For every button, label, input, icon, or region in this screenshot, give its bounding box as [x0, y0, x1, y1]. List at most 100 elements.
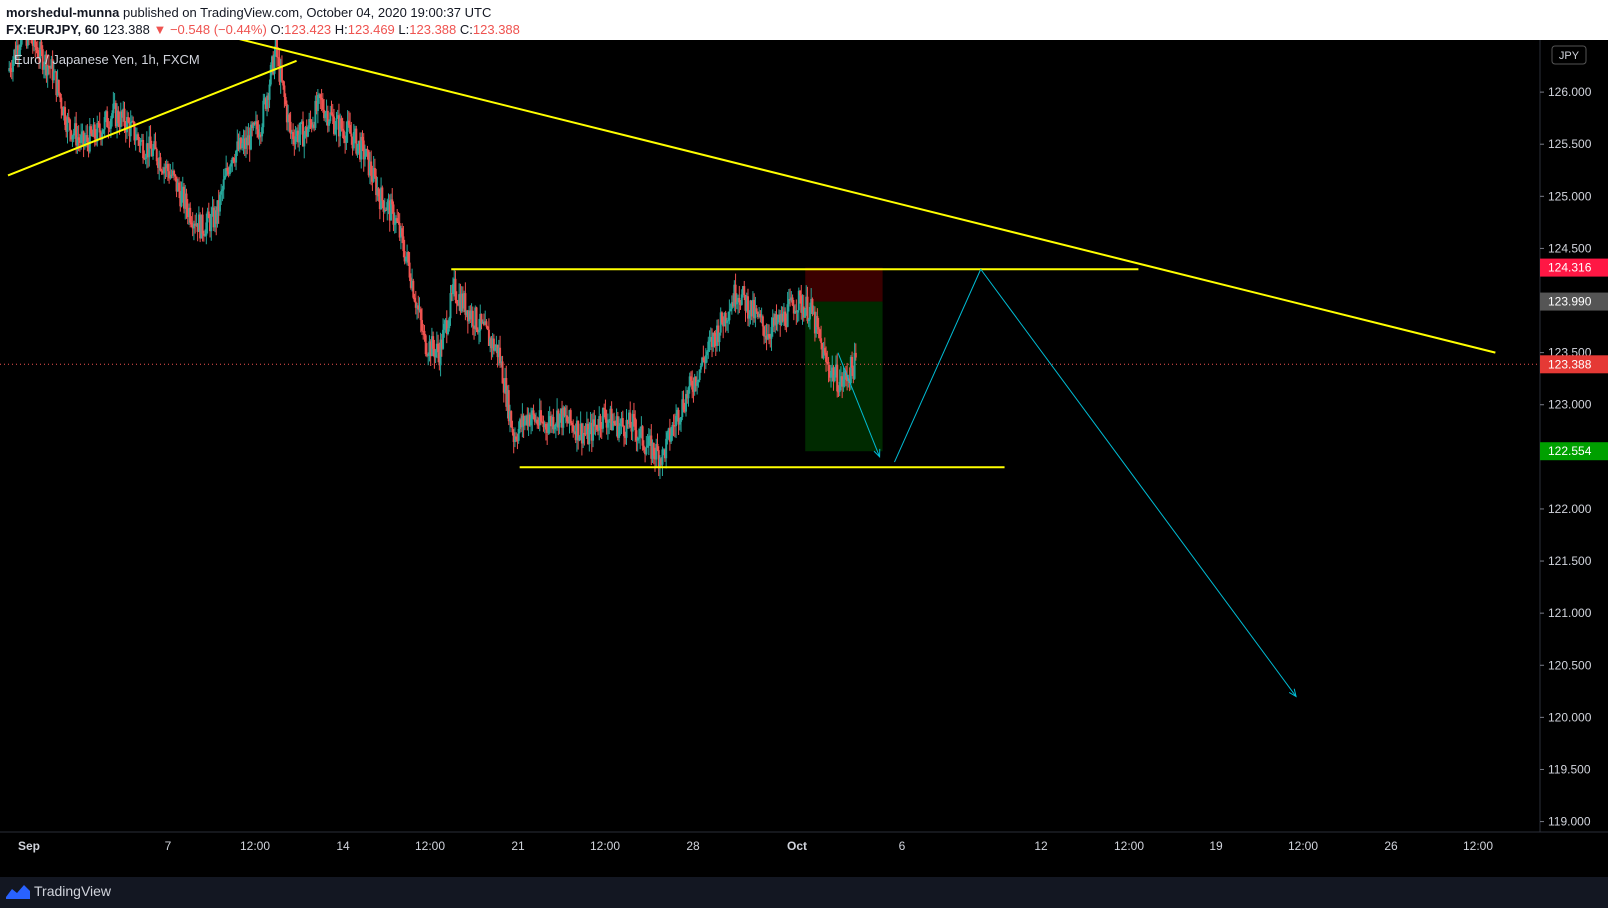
down-candle: [98, 123, 101, 133]
up-candle: [807, 319, 810, 322]
price-change: −0.548 (−0.44%): [169, 22, 267, 37]
projection-down-2[interactable]: [980, 268, 1297, 697]
symbol-label[interactable]: FX:EURJPY, 60: [6, 22, 100, 37]
down-candle: [321, 99, 324, 110]
down-candle: [282, 80, 285, 86]
up-candle: [92, 124, 95, 137]
up-candle: [547, 423, 550, 433]
projection-down-1[interactable]: [837, 352, 881, 458]
up-candle: [387, 200, 390, 203]
up-candle: [18, 49, 21, 56]
down-candle: [773, 317, 775, 326]
down-candle: [179, 191, 182, 207]
down-candle: [785, 325, 788, 327]
projection-up[interactable]: [894, 269, 982, 463]
down-candle: [199, 214, 202, 239]
up-candle: [782, 311, 785, 322]
publish-info: published on TradingView.com, October 04…: [123, 5, 492, 20]
up-candle: [72, 133, 75, 136]
y-tick-label: 122.000: [1548, 502, 1592, 516]
down-candle: [795, 310, 798, 313]
stop-loss-zone[interactable]: [805, 267, 883, 302]
author-name[interactable]: morshedul-munna: [6, 5, 120, 20]
change-arrow-icon: ▼: [153, 22, 167, 37]
arrowhead-down-1-icon: [873, 448, 881, 459]
down-candle: [686, 394, 689, 399]
up-candle: [774, 314, 777, 326]
down-candle: [14, 49, 17, 58]
up-candle: [723, 312, 726, 327]
up-candle: [220, 191, 223, 195]
down-candle: [323, 109, 326, 119]
up-candle: [478, 330, 481, 333]
up-candle: [592, 419, 595, 441]
down-candle: [515, 436, 518, 440]
up-candle: [615, 416, 618, 426]
up-candle: [304, 127, 307, 135]
up-candle: [153, 141, 156, 149]
up-candle: [187, 207, 190, 218]
down-candle: [355, 128, 358, 154]
descending-trendline[interactable]: [201, 28, 1496, 354]
down-candle: [775, 314, 778, 325]
currency-label: JPY: [1559, 50, 1580, 62]
down-candle: [526, 415, 529, 426]
up-candle: [777, 314, 780, 320]
up-candle: [298, 134, 301, 143]
up-candle: [491, 338, 494, 349]
up-candle: [558, 413, 561, 428]
down-candle: [183, 186, 186, 209]
up-candle: [262, 100, 265, 128]
y-tick-label: 119.500: [1548, 762, 1591, 776]
down-candle: [490, 338, 493, 349]
down-candle: [106, 111, 109, 128]
down-candle: [34, 33, 37, 48]
up-candle: [465, 310, 468, 315]
down-candle: [97, 123, 100, 125]
down-candle: [828, 370, 831, 378]
up-candle: [134, 139, 137, 141]
down-candle: [123, 108, 126, 126]
up-candle: [681, 399, 684, 418]
down-candle: [366, 148, 369, 151]
up-candle: [468, 310, 471, 322]
up-candle: [81, 131, 84, 135]
down-candle: [852, 367, 855, 379]
down-candle: [185, 193, 188, 209]
up-candle: [786, 304, 789, 327]
down-candle: [549, 416, 552, 427]
chart-area[interactable]: 126.000 125.500 125.000 124.500 123.500 123.0…: [0, 11, 1608, 877]
price-chart[interactable]: 126.000125.500125.000124.500123.500123.0…: [0, 11, 1608, 877]
currency-badge[interactable]: [1551, 45, 1587, 65]
down-candle: [47, 65, 50, 68]
down-candle: [482, 321, 485, 325]
down-candle: [789, 299, 792, 301]
up-candle: [116, 110, 119, 127]
tradingview-brand[interactable]: TradingView: [6, 883, 111, 899]
down-candle: [51, 59, 54, 81]
down-candle: [595, 424, 598, 430]
down-candle: [424, 335, 427, 355]
up-candle: [244, 137, 247, 149]
up-candle: [290, 132, 293, 134]
y-tick-label: 125.000: [1548, 189, 1592, 203]
up-candle: [688, 376, 691, 388]
up-candle: [712, 332, 715, 347]
up-candle: [356, 143, 359, 154]
down-candle: [186, 208, 189, 218]
rising-trendline[interactable]: [7, 59, 297, 177]
down-candle: [361, 136, 364, 141]
up-candle: [360, 136, 363, 160]
down-candle: [765, 335, 768, 340]
down-candle: [846, 374, 849, 382]
up-candle: [704, 355, 707, 364]
up-candle: [808, 307, 811, 320]
up-candle: [513, 436, 516, 442]
up-candle: [261, 127, 264, 137]
down-candle: [78, 140, 81, 143]
up-candle: [192, 223, 195, 229]
down-candle: [673, 425, 676, 427]
down-candle: [784, 311, 787, 326]
down-candle: [724, 312, 727, 324]
down-candle: [288, 114, 291, 122]
